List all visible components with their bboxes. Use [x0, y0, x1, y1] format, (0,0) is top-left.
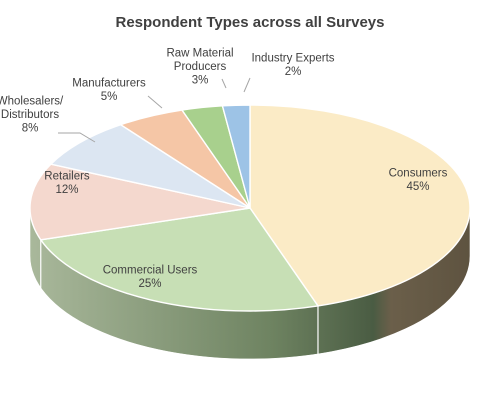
pie-slice-retailers: [29, 163, 251, 241]
slice-value-label: 8%: [22, 123, 39, 135]
slice-name-label: Producers: [174, 61, 227, 73]
slice-value-label: 2%: [285, 66, 302, 78]
slice-label: Commercial Users 25%: [103, 264, 198, 290]
slice-labels: Consumers 45% Commercial Users 25% Retailers…: [0, 48, 448, 290]
pie-slice-wholesalers-distributors: [49, 123, 251, 209]
pie-slice-commercial-users: [39, 207, 320, 312]
leader-line: [221, 78, 227, 89]
slice-name-label: Wholesalers/: [0, 96, 64, 108]
slice-label: Manufacturers 5%: [72, 77, 146, 103]
slice-name-label: Commercial Users: [103, 264, 198, 276]
slice-label: Consumers 45%: [389, 167, 448, 193]
slice-value-label: 5%: [101, 91, 118, 103]
slice-value-label: 25%: [138, 278, 161, 290]
slice-value-label: 3%: [192, 75, 209, 87]
slice-name-label: Industry Experts: [251, 52, 334, 64]
leader-line: [58, 132, 96, 143]
slice-name-label: Distributors: [1, 109, 59, 121]
slice-label: Retailers 12%: [44, 170, 90, 196]
pie-slices: [29, 104, 471, 312]
slice-label: Raw Material Producers 3%: [166, 48, 233, 87]
pie-slice-industry-experts: [221, 104, 251, 209]
leader-line: [243, 77, 251, 93]
slice-label: Industry Experts 2%: [251, 52, 334, 78]
slice-name-label: Consumers: [389, 167, 448, 179]
slice-label: Wholesalers/Distributors 8%: [0, 96, 64, 135]
slice-name-label: Manufacturers: [72, 77, 146, 89]
leader-lines: [58, 77, 251, 143]
slice-value-label: 45%: [406, 181, 429, 193]
pie-slice-consumers: [249, 104, 471, 307]
chart-title: Respondent Types across all Surveys: [116, 14, 385, 31]
leader-line: [147, 95, 163, 109]
slice-name-label: Retailers: [44, 170, 90, 182]
slice-value-label: 12%: [55, 184, 78, 196]
slice-name-label: Raw Material: [166, 48, 233, 60]
